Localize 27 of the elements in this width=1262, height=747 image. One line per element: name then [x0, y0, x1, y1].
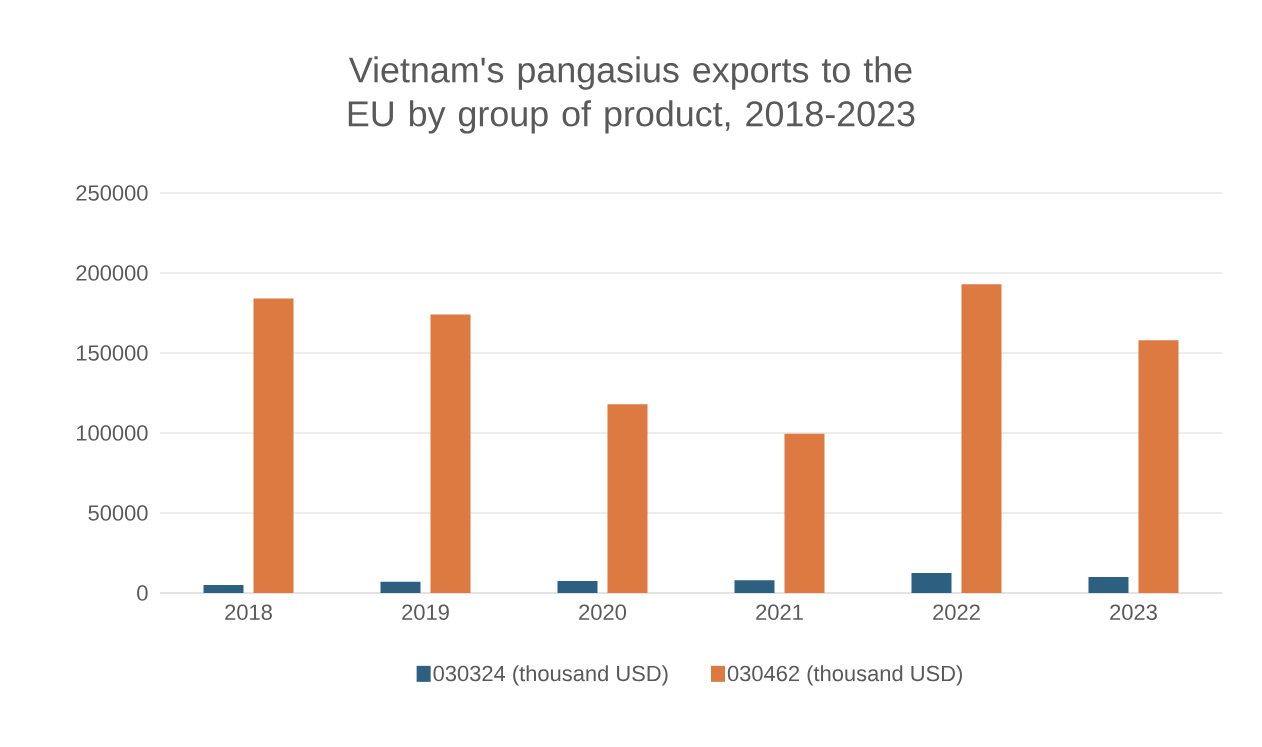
bar	[430, 314, 471, 593]
legend-label: 030324 (thousand USD)	[433, 665, 668, 686]
legend-label: 030462 (thousand USD)	[727, 665, 962, 686]
x-tick-label: 2018	[225, 604, 272, 621]
bar	[607, 404, 648, 593]
bar	[203, 584, 244, 593]
bar	[784, 433, 825, 593]
y-tick-label: 100000	[77, 425, 148, 441]
x-tick-label: 2022	[933, 604, 980, 621]
bar	[253, 298, 294, 593]
y-tick-label: 0	[137, 585, 148, 601]
x-tick-label: 2021	[756, 604, 803, 621]
chart-title: Vietnam's pangasius exports to the EU by group of product, 2018-2023	[348, 56, 915, 134]
y-tick-label: 250000	[76, 185, 148, 201]
y-tick-label: 150000	[77, 345, 148, 361]
bar	[734, 580, 775, 593]
bar	[961, 284, 1002, 593]
bar	[911, 572, 952, 593]
x-tick-label: 2023	[1110, 604, 1157, 621]
x-tick-label: 2020	[579, 604, 627, 621]
bar	[1088, 576, 1129, 593]
x-tick-label: 2019	[402, 604, 449, 621]
y-tick-label: 50000	[88, 505, 148, 521]
y-tick-label: 200000	[76, 265, 148, 281]
bar	[557, 580, 598, 593]
bar	[1138, 340, 1179, 593]
bar	[380, 581, 421, 593]
